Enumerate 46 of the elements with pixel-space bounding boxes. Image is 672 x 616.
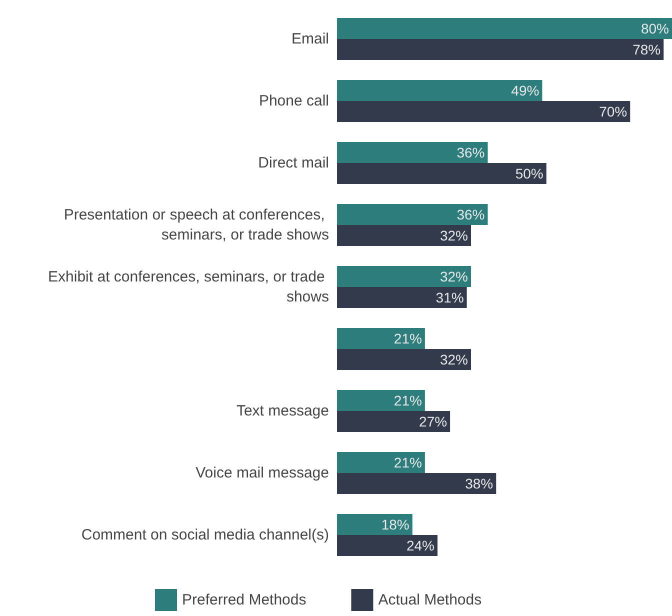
data-label: 80%: [640, 20, 669, 36]
data-label: 32%: [440, 268, 468, 284]
bar: [337, 535, 438, 556]
bar: [337, 390, 425, 411]
bar: [337, 39, 664, 60]
bar: [337, 473, 496, 494]
bar: [337, 452, 425, 473]
data-label: 32%: [440, 352, 468, 368]
y-tick-label: Direct mail: [258, 154, 329, 172]
bar: [337, 514, 412, 535]
legend-label: Preferred Methods: [182, 592, 306, 608]
data-label: 21%: [394, 392, 422, 408]
data-label: 38%: [465, 476, 494, 492]
y-tick-label: Exhibit at conferences, seminars, or trade shows: [48, 268, 329, 306]
y-tick-label: Phone call: [258, 92, 329, 110]
y-tick-label: Text message: [236, 402, 329, 420]
bar: [337, 225, 471, 246]
bar: [337, 266, 471, 287]
data-label: 78%: [632, 42, 661, 58]
bar: [337, 204, 488, 225]
data-label: 36%: [456, 144, 485, 160]
bar: [337, 18, 672, 39]
data-label: 21%: [394, 454, 422, 470]
data-label: 31%: [436, 290, 464, 306]
y-tick-label: Presentation or speech at conferences, seminars, or trade shows: [64, 206, 329, 244]
data-label: 70%: [599, 104, 628, 120]
bar: [337, 349, 471, 370]
legend-label: Actual Methods: [378, 592, 482, 608]
bar: [337, 328, 425, 349]
data-label: 24%: [406, 538, 434, 554]
bar: [337, 411, 450, 432]
data-label: 50%: [515, 166, 544, 182]
data-label: 36%: [456, 206, 485, 222]
bar: [337, 287, 467, 308]
bar: [337, 163, 546, 184]
y-tick-label: Email: [291, 30, 329, 48]
data-label: 27%: [419, 414, 448, 430]
bar: [337, 142, 488, 163]
bar: [337, 101, 630, 122]
data-label: 49%: [511, 82, 540, 98]
data-label: 32%: [440, 228, 468, 244]
bar: [337, 80, 542, 101]
data-label: 18%: [381, 516, 410, 532]
data-label: 21%: [394, 330, 422, 346]
y-tick-label: Voice mail message: [196, 464, 329, 482]
y-tick-label: Comment on social media channel(s): [81, 526, 329, 544]
